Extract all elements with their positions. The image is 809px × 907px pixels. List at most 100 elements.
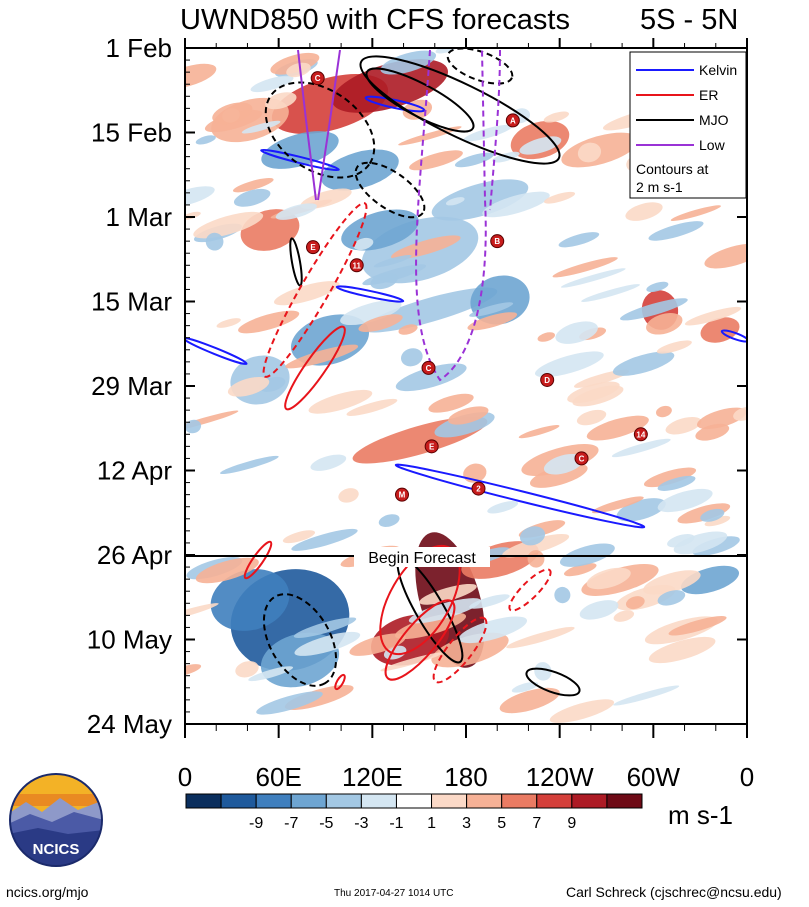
anomaly-blob (625, 202, 663, 221)
anomaly-blob (591, 496, 644, 514)
colorbar-swatch (571, 793, 608, 809)
anomaly-blob (235, 661, 259, 678)
anomaly-blob (534, 351, 604, 378)
kelvin-contour (335, 285, 405, 303)
anomaly-blob (586, 567, 631, 590)
kelvin-contour (260, 148, 340, 172)
anomaly-blob (273, 281, 340, 306)
kelvin-contour (185, 336, 248, 366)
storm-marker-label: E (310, 243, 316, 252)
anomaly-blob (232, 177, 274, 193)
anomaly-blob (467, 312, 518, 331)
anomaly-blob (577, 142, 602, 163)
anomaly-blob (657, 590, 686, 606)
anomaly-blob (270, 52, 320, 75)
y-tick-label: 24 May (87, 709, 172, 739)
anomaly-blob (534, 662, 552, 681)
anomaly-blob (238, 310, 300, 334)
anomaly-blob (391, 235, 461, 260)
anomaly-blob (256, 691, 323, 715)
anomaly-blob (310, 454, 347, 471)
anomaly-blob (543, 191, 576, 204)
storm-marker (310, 71, 325, 86)
y-tick-label: 15 Feb (91, 118, 172, 148)
anomaly-blob (340, 300, 402, 326)
storm-marker-label: C (579, 454, 585, 463)
low-contour (415, 49, 487, 382)
y-tick-label: 10 May (87, 625, 172, 655)
anomaly-blob (506, 626, 575, 649)
anomaly-blob (667, 534, 695, 548)
anomaly-blob (704, 243, 747, 269)
y-tick-label: 15 Mar (91, 287, 172, 317)
storm-marker (574, 451, 589, 466)
anomaly-blob (291, 528, 358, 551)
anomaly-blob (543, 453, 584, 475)
site-link[interactable]: ncics.org/mjo (6, 884, 89, 900)
legend-note-line1: Contours at (636, 161, 708, 177)
legend: Kelvin ER MJO Low Contours at 2 m s-1 (629, 51, 747, 199)
anomaly-blob (527, 550, 545, 568)
anomaly-blob (665, 417, 702, 435)
anomaly-blob (499, 687, 560, 714)
storm-marker-label: B (494, 237, 500, 246)
anomaly-blob (670, 205, 721, 221)
anomaly-blob (428, 393, 474, 413)
anomaly-blob (643, 467, 697, 488)
anomaly-blob (695, 423, 730, 441)
anomaly-blob (349, 633, 406, 656)
anomaly-blob (469, 594, 510, 609)
storm-marker (540, 372, 555, 387)
anomaly-blob (346, 398, 398, 416)
forecast-label-bg (354, 547, 490, 567)
anomaly-blob (555, 321, 598, 344)
anomaly-blob (656, 405, 672, 418)
legend-box (629, 51, 747, 199)
x-tick-label: 0 (740, 762, 754, 792)
anomaly-blob (543, 111, 570, 123)
anomaly-blob (241, 120, 281, 134)
colorbar-swatch (395, 793, 433, 809)
anomaly-blob (265, 92, 297, 110)
storm-marker (421, 360, 436, 375)
anomaly-blob (613, 610, 635, 622)
anomaly-blob (210, 569, 290, 631)
anomaly-blob (400, 348, 423, 367)
anomaly-blob (620, 298, 688, 321)
colorbar-swatch (325, 793, 362, 809)
colorbar-swatch (220, 793, 257, 809)
anomaly-blob (409, 150, 463, 171)
anomaly-blob (308, 389, 373, 414)
anomaly-blob (611, 438, 671, 458)
anomaly-blob (613, 685, 680, 706)
storm-marker-label: 2 (476, 485, 481, 494)
anomaly-blob (373, 254, 412, 268)
er-contour (508, 568, 552, 612)
y-tick-label: 1 Mar (106, 202, 173, 232)
y-tick-label: 29 Mar (91, 371, 172, 401)
forecast-line-group: Begin Forecast (185, 547, 747, 567)
anomaly-blob (567, 381, 620, 403)
anomaly-blob (558, 232, 600, 248)
anomaly-blob (290, 314, 370, 366)
er-contour (334, 673, 346, 691)
anomaly-blob (563, 563, 597, 577)
anomaly-blob (554, 586, 571, 604)
colorbar-swatch (290, 793, 327, 809)
anomaly-blob (248, 666, 294, 682)
anomaly-blob (549, 699, 615, 723)
x-tick-label: 60E (256, 762, 302, 792)
logo-text: NCICS (33, 841, 80, 858)
anomaly-blob (250, 75, 294, 93)
colorbar-tick-label: -3 (354, 815, 368, 832)
anomaly-blob (552, 257, 618, 278)
mjo-contour (446, 48, 514, 85)
legend-er-label: ER (699, 87, 718, 103)
region-label: 5S - 5N (640, 4, 739, 36)
anomaly-blob (185, 419, 202, 434)
colorbar-swatch (255, 793, 292, 809)
anomaly-blob (294, 631, 361, 656)
mjo-contour (525, 667, 581, 697)
anomaly-blob (576, 409, 607, 426)
